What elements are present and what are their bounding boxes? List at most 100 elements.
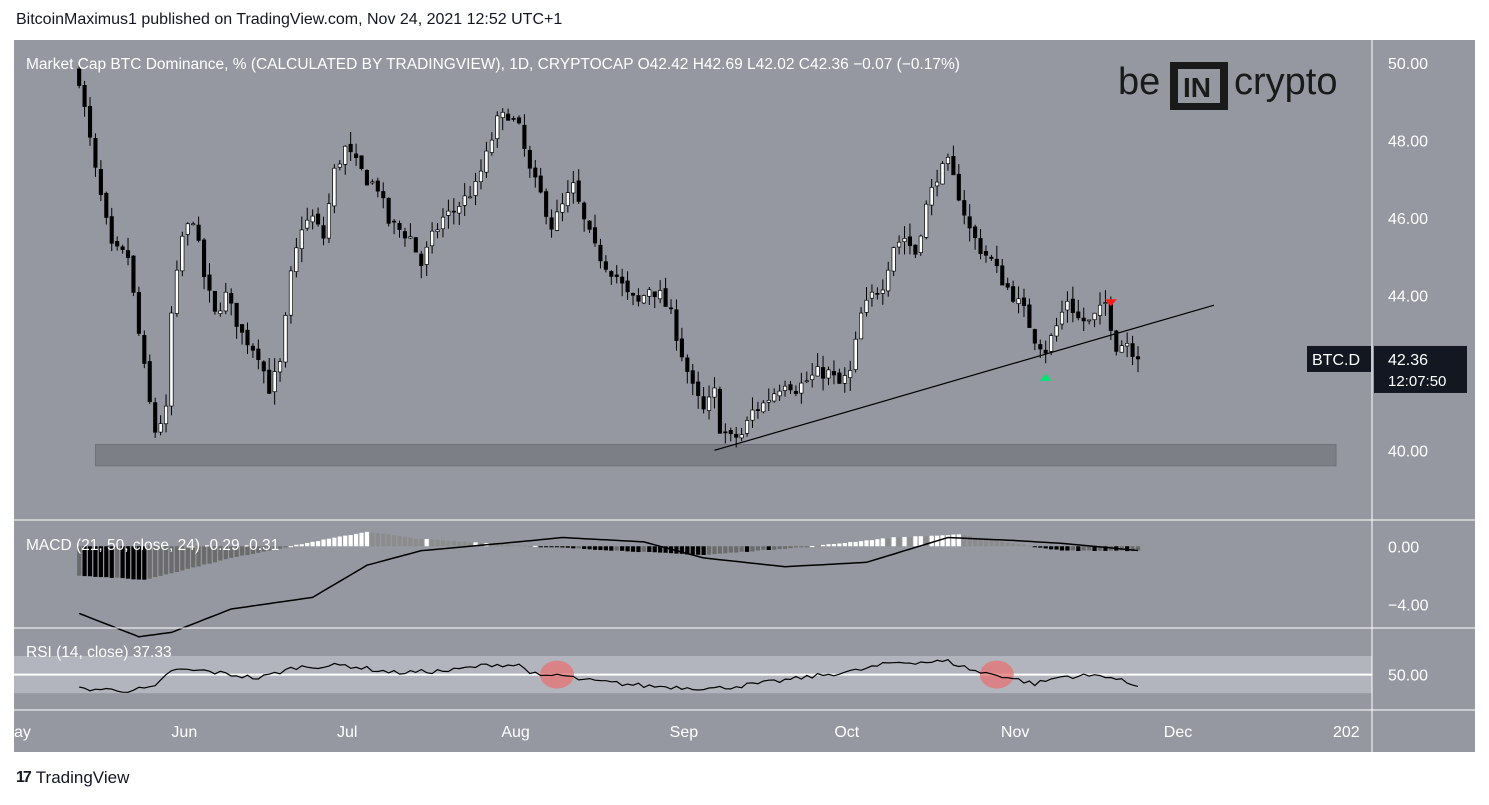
macd-histogram-bar (956, 534, 961, 547)
logo-crypto: crypto (1234, 61, 1337, 103)
rsi-legend: RSI (14, close) 37.33 (26, 644, 172, 661)
candle-up (457, 206, 462, 214)
macd-histogram-bar (196, 546, 201, 567)
legend-open-label: O (638, 56, 650, 73)
candle-up (777, 390, 782, 397)
candle-down (1043, 349, 1048, 354)
candle-down (136, 291, 141, 334)
candle-down (696, 381, 701, 397)
candle-down (821, 367, 826, 379)
legend-low-label: L (747, 56, 756, 73)
candle-up (489, 139, 494, 153)
macd-histogram-bar (1043, 546, 1048, 549)
candle-down (978, 238, 983, 254)
logo-box-inner (1178, 69, 1220, 103)
candle-up (191, 223, 196, 226)
legend-high-label: H (693, 56, 704, 73)
macd-legend-value: -0.29 (204, 537, 244, 554)
macd-histogram-bar (299, 544, 304, 547)
candle-up (1097, 304, 1103, 316)
macd-histogram-bar (174, 546, 179, 572)
candle-up (897, 241, 902, 248)
macd-histogram-bar (1021, 544, 1027, 547)
candle-up (468, 196, 473, 199)
candle-down (142, 335, 147, 364)
candle-up (1065, 300, 1070, 311)
macd-histogram-bar (104, 546, 109, 578)
candle-down (652, 291, 657, 298)
macd-histogram-bar (1135, 546, 1141, 551)
macd-histogram-bar (1049, 546, 1054, 550)
macd-histogram-bar (1076, 546, 1081, 551)
candle-up (495, 115, 500, 139)
candle-up (424, 246, 429, 265)
macd-histogram-bar (929, 535, 934, 547)
symbol-badge (1307, 345, 1371, 372)
logo-be: be (1118, 61, 1160, 103)
candle-down (451, 210, 456, 213)
arrow-down-icon (1104, 299, 1117, 307)
candle-down (603, 261, 608, 270)
price-tick-label: 44.00 (1388, 288, 1428, 305)
footer[interactable]: 17 TradingView (16, 768, 129, 788)
macd-histogram-bar (620, 546, 625, 551)
macd-histogram-bar (147, 546, 152, 579)
candle-up (761, 402, 766, 413)
macd-histogram-bar (185, 546, 190, 569)
candle-down (793, 390, 798, 394)
macd-histogram-bar (706, 546, 712, 555)
macd-histogram-bar (397, 535, 402, 547)
macd-histogram-bar (544, 546, 549, 548)
macd-histogram-bar (402, 536, 408, 547)
macd-histogram-bar (907, 537, 913, 547)
candle-up (180, 235, 185, 272)
macd-histogram-bar (337, 536, 342, 547)
candle-down (973, 226, 978, 239)
time-axis-label: 202 (1333, 724, 1360, 741)
macd-histogram-bar (527, 546, 532, 548)
macd-histogram-bar (1016, 544, 1021, 547)
candle-down (674, 309, 679, 341)
macd-histogram-bar (978, 538, 983, 547)
macd-histogram-bar (305, 542, 310, 547)
candle-down (207, 274, 212, 291)
tradingview-logo-icon: 17 (16, 769, 32, 786)
macd-histogram-bar (815, 546, 820, 548)
chart-svg[interactable]: 50.00 48.00 46.00 44.00 40.00 BTC.D 42.36 12:07… (14, 40, 1475, 752)
macd-histogram-bar (332, 537, 337, 547)
candle-down (1032, 329, 1037, 344)
candle-up (799, 382, 804, 394)
macd-histogram-bar (891, 537, 896, 547)
macd-histogram-bar (370, 532, 375, 547)
macd-histogram-bar (495, 543, 500, 547)
logo-in: IN (1183, 72, 1211, 103)
candle-down (962, 200, 967, 216)
macd-histogram-bar (1054, 546, 1059, 550)
candle-up (1016, 298, 1021, 304)
candle-up (859, 312, 864, 340)
macd-histogram-bar (462, 541, 467, 547)
macd-histogram-bar (858, 541, 864, 547)
macd-histogram-bar (261, 546, 266, 552)
candle-up (1087, 319, 1092, 322)
macd-histogram-bar (886, 538, 891, 547)
candle-up (918, 235, 923, 253)
chart-frame[interactable]: 50.00 48.00 46.00 44.00 40.00 BTC.D 42.36 12:07… (14, 40, 1475, 752)
macd-histogram-bar (1005, 542, 1010, 547)
candle-down (147, 361, 152, 402)
macd-histogram-bar (419, 539, 424, 547)
macd-histogram-bar (375, 533, 380, 547)
candle-up (158, 423, 163, 433)
candle-down (592, 227, 598, 244)
macd-histogram-bar (962, 535, 967, 547)
candle-up (370, 181, 375, 184)
candle-down (506, 113, 511, 121)
candle-down (625, 280, 630, 293)
macd-histogram-bar (826, 544, 831, 547)
arrow-up-icon (1039, 373, 1052, 381)
macd-histogram-bar (864, 540, 869, 547)
candle-down (386, 197, 391, 224)
time-axis-label: Sep (670, 724, 699, 741)
macd-histogram-bar (326, 538, 332, 547)
candle-up (810, 374, 815, 381)
